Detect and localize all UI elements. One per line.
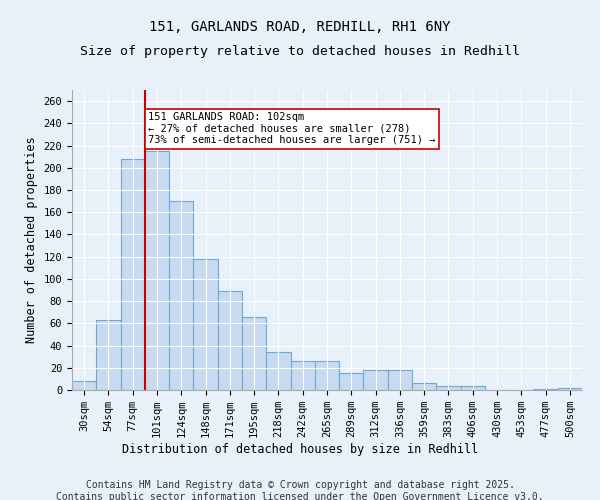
Text: Distribution of detached houses by size in Redhill: Distribution of detached houses by size … [122, 442, 478, 456]
Bar [218, 291, 242, 390]
Bar [533, 389, 558, 390]
Text: Contains HM Land Registry data © Crown copyright and database right 2025.: Contains HM Land Registry data © Crown c… [86, 480, 514, 490]
Text: Size of property relative to detached houses in Redhill: Size of property relative to detached ho… [80, 45, 520, 58]
Bar [558, 388, 582, 390]
Bar [145, 151, 169, 390]
Bar [388, 370, 412, 390]
Text: Contains public sector information licensed under the Open Government Licence v3: Contains public sector information licen… [56, 492, 544, 500]
Bar [436, 386, 461, 390]
Text: 151, GARLANDS ROAD, REDHILL, RH1 6NY: 151, GARLANDS ROAD, REDHILL, RH1 6NY [149, 20, 451, 34]
Bar [339, 374, 364, 390]
Bar [364, 370, 388, 390]
Bar [266, 352, 290, 390]
Bar [412, 384, 436, 390]
Bar [193, 259, 218, 390]
Bar [290, 361, 315, 390]
Bar [72, 381, 96, 390]
Bar [242, 316, 266, 390]
Y-axis label: Number of detached properties: Number of detached properties [25, 136, 38, 344]
Bar [96, 320, 121, 390]
Bar [315, 361, 339, 390]
Bar [169, 201, 193, 390]
Text: 151 GARLANDS ROAD: 102sqm
← 27% of detached houses are smaller (278)
73% of semi: 151 GARLANDS ROAD: 102sqm ← 27% of detac… [149, 112, 436, 146]
Bar [121, 159, 145, 390]
Bar [461, 386, 485, 390]
